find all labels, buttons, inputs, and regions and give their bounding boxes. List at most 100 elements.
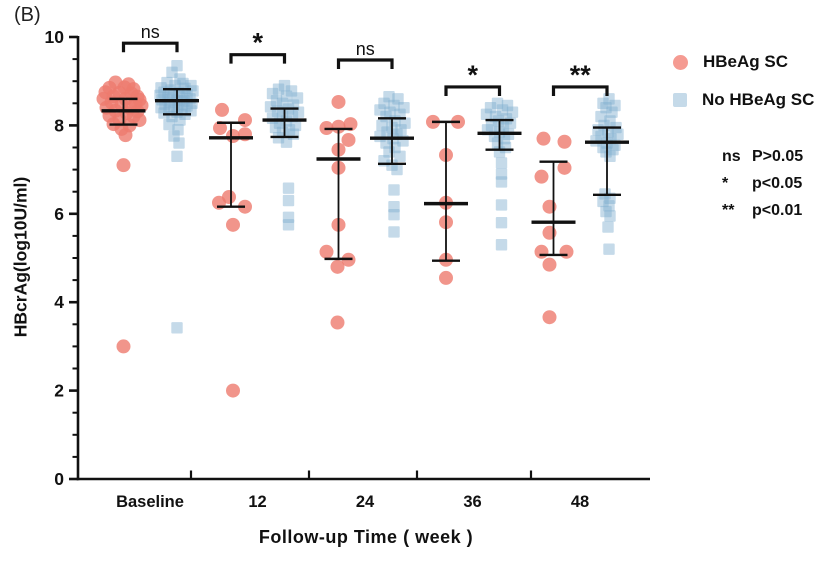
- data-point-no-hbeag-sc: [282, 219, 295, 231]
- data-point-hbeag-sc: [319, 244, 334, 259]
- data-point-no-hbeag-sc: [495, 168, 508, 180]
- data-point-no-hbeag-sc: [506, 106, 519, 118]
- data-point-no-hbeag-sc: [485, 119, 498, 132]
- data-point-no-hbeag-sc: [381, 126, 393, 138]
- data-point-no-hbeag-sc: [388, 184, 400, 196]
- data-point-hbeag-sc: [116, 158, 131, 173]
- data-point-no-hbeag-sc: [604, 115, 616, 127]
- data-point-no-hbeag-sc: [166, 66, 178, 79]
- data-point-no-hbeag-sc: [285, 85, 298, 97]
- data-point-hbeag-sc: [534, 169, 549, 184]
- data-point-hbeag-sc: [226, 217, 240, 232]
- data-point-no-hbeag-sc: [376, 119, 388, 132]
- data-point-no-hbeag-sc: [177, 77, 189, 90]
- legend-label: HBeAg SC: [703, 52, 789, 71]
- y-tick-label: 4: [54, 292, 64, 312]
- data-point-no-hbeag-sc: [602, 221, 614, 233]
- data-point-no-hbeag-sc: [388, 226, 400, 238]
- data-point-hbeag-sc: [330, 259, 345, 274]
- y-tick-label: 6: [54, 204, 64, 224]
- sig-bracket: [444, 85, 502, 96]
- data-point-no-hbeag-sc: [383, 90, 395, 103]
- sig-bracket: [551, 85, 609, 96]
- data-point-no-hbeag-sc: [484, 102, 497, 114]
- sig-symbol: ns: [722, 148, 741, 165]
- data-point-no-hbeag-sc: [395, 124, 407, 136]
- sig-text: P>0.05: [752, 148, 804, 165]
- data-point-no-hbeag-sc: [280, 90, 293, 102]
- data-point-no-hbeag-sc: [386, 159, 398, 171]
- data-point-no-hbeag-sc: [495, 176, 508, 188]
- data-point-no-hbeag-sc: [606, 106, 618, 118]
- data-point-no-hbeag-sc: [276, 97, 289, 109]
- x-category-label: 12: [248, 493, 266, 511]
- data-point-hbeag-sc: [557, 160, 572, 175]
- data-point-no-hbeag-sc: [597, 97, 609, 109]
- data-point-no-hbeag-sc: [600, 102, 612, 114]
- sig-bracket-label: *: [252, 28, 263, 58]
- data-point-hbeag-sc: [534, 244, 549, 259]
- data-point-hbeag-sc: [331, 119, 346, 134]
- no-hbeag-sc-square-icon: [673, 93, 687, 107]
- data-point-no-hbeag-sc: [171, 322, 183, 334]
- data-point-no-hbeag-sc: [384, 106, 396, 118]
- data-point-hbeag-sc: [213, 121, 227, 136]
- data-point-no-hbeag-sc: [168, 130, 180, 142]
- data-point-no-hbeag-sc: [604, 150, 616, 163]
- data-point-no-hbeag-sc: [161, 76, 173, 89]
- data-point-no-hbeag-sc: [603, 243, 615, 255]
- data-point-no-hbeag-sc: [289, 119, 302, 132]
- data-point-no-hbeag-sc: [497, 121, 510, 134]
- data-point-no-hbeag-sc: [597, 195, 609, 208]
- data-point-no-hbeag-sc: [480, 108, 493, 121]
- data-point-no-hbeag-sc: [174, 73, 186, 85]
- y-axis-title: HBcrAg(log10U/ml): [10, 176, 31, 338]
- data-point-no-hbeag-sc: [291, 92, 304, 104]
- data-point-no-hbeag-sc: [158, 107, 170, 119]
- y-tick-label: 10: [45, 27, 65, 47]
- data-point-no-hbeag-sc: [374, 104, 386, 116]
- data-point-no-hbeag-sc: [172, 124, 184, 136]
- data-point-hbeag-sc: [226, 129, 240, 144]
- y-tick-label: 0: [54, 469, 64, 489]
- data-point-no-hbeag-sc: [154, 89, 166, 102]
- data-point-no-hbeag-sc: [181, 88, 193, 101]
- data-point-no-hbeag-sc: [500, 113, 513, 125]
- data-point-hbeag-sc: [536, 131, 551, 146]
- data-point-no-hbeag-sc: [595, 110, 607, 123]
- data-point-no-hbeag-sc: [378, 97, 390, 109]
- data-point-no-hbeag-sc: [607, 144, 619, 156]
- sig-bracket-label: *: [467, 60, 478, 90]
- data-point-no-hbeag-sc: [163, 104, 175, 116]
- data-point-no-hbeag-sc: [181, 100, 193, 112]
- x-category-label: 48: [571, 493, 589, 511]
- data-point-no-hbeag-sc: [600, 205, 612, 218]
- data-point-hbeag-sc: [542, 257, 557, 272]
- data-point-no-hbeag-sc: [392, 93, 404, 105]
- data-point-hbeag-sc: [215, 102, 229, 117]
- data-point-no-hbeag-sc: [603, 200, 615, 212]
- data-point-no-hbeag-sc: [171, 60, 183, 72]
- sig-bracket-label: ns: [141, 22, 160, 42]
- legend-item-no-hbeag-sc: No HBeAg SC: [673, 90, 814, 110]
- y-tick-label: 8: [54, 115, 64, 135]
- data-point-hbeag-sc: [238, 113, 252, 128]
- data-point-no-hbeag-sc: [176, 102, 188, 115]
- sig-bracket-label: ns: [356, 39, 375, 59]
- data-point-hbeag-sc: [341, 132, 356, 147]
- data-point-no-hbeag-sc: [380, 137, 392, 149]
- data-point-no-hbeag-sc: [595, 130, 607, 143]
- legend-label: No HBeAg SC: [702, 90, 815, 109]
- data-point-no-hbeag-sc: [269, 121, 282, 134]
- data-point-no-hbeag-sc: [171, 150, 183, 163]
- sig-key-row-star: * p<0.05: [722, 175, 803, 193]
- x-category-label: 36: [463, 493, 481, 511]
- data-point-hbeag-sc: [559, 244, 574, 259]
- x-axis-title: Follow-up Time ( week ): [258, 527, 474, 547]
- data-point-no-hbeag-sc: [495, 216, 508, 229]
- sig-key-row-double-star: ** p<0.01: [722, 202, 803, 220]
- data-point-no-hbeag-sc: [600, 146, 612, 158]
- sig-text: p<0.01: [752, 202, 803, 219]
